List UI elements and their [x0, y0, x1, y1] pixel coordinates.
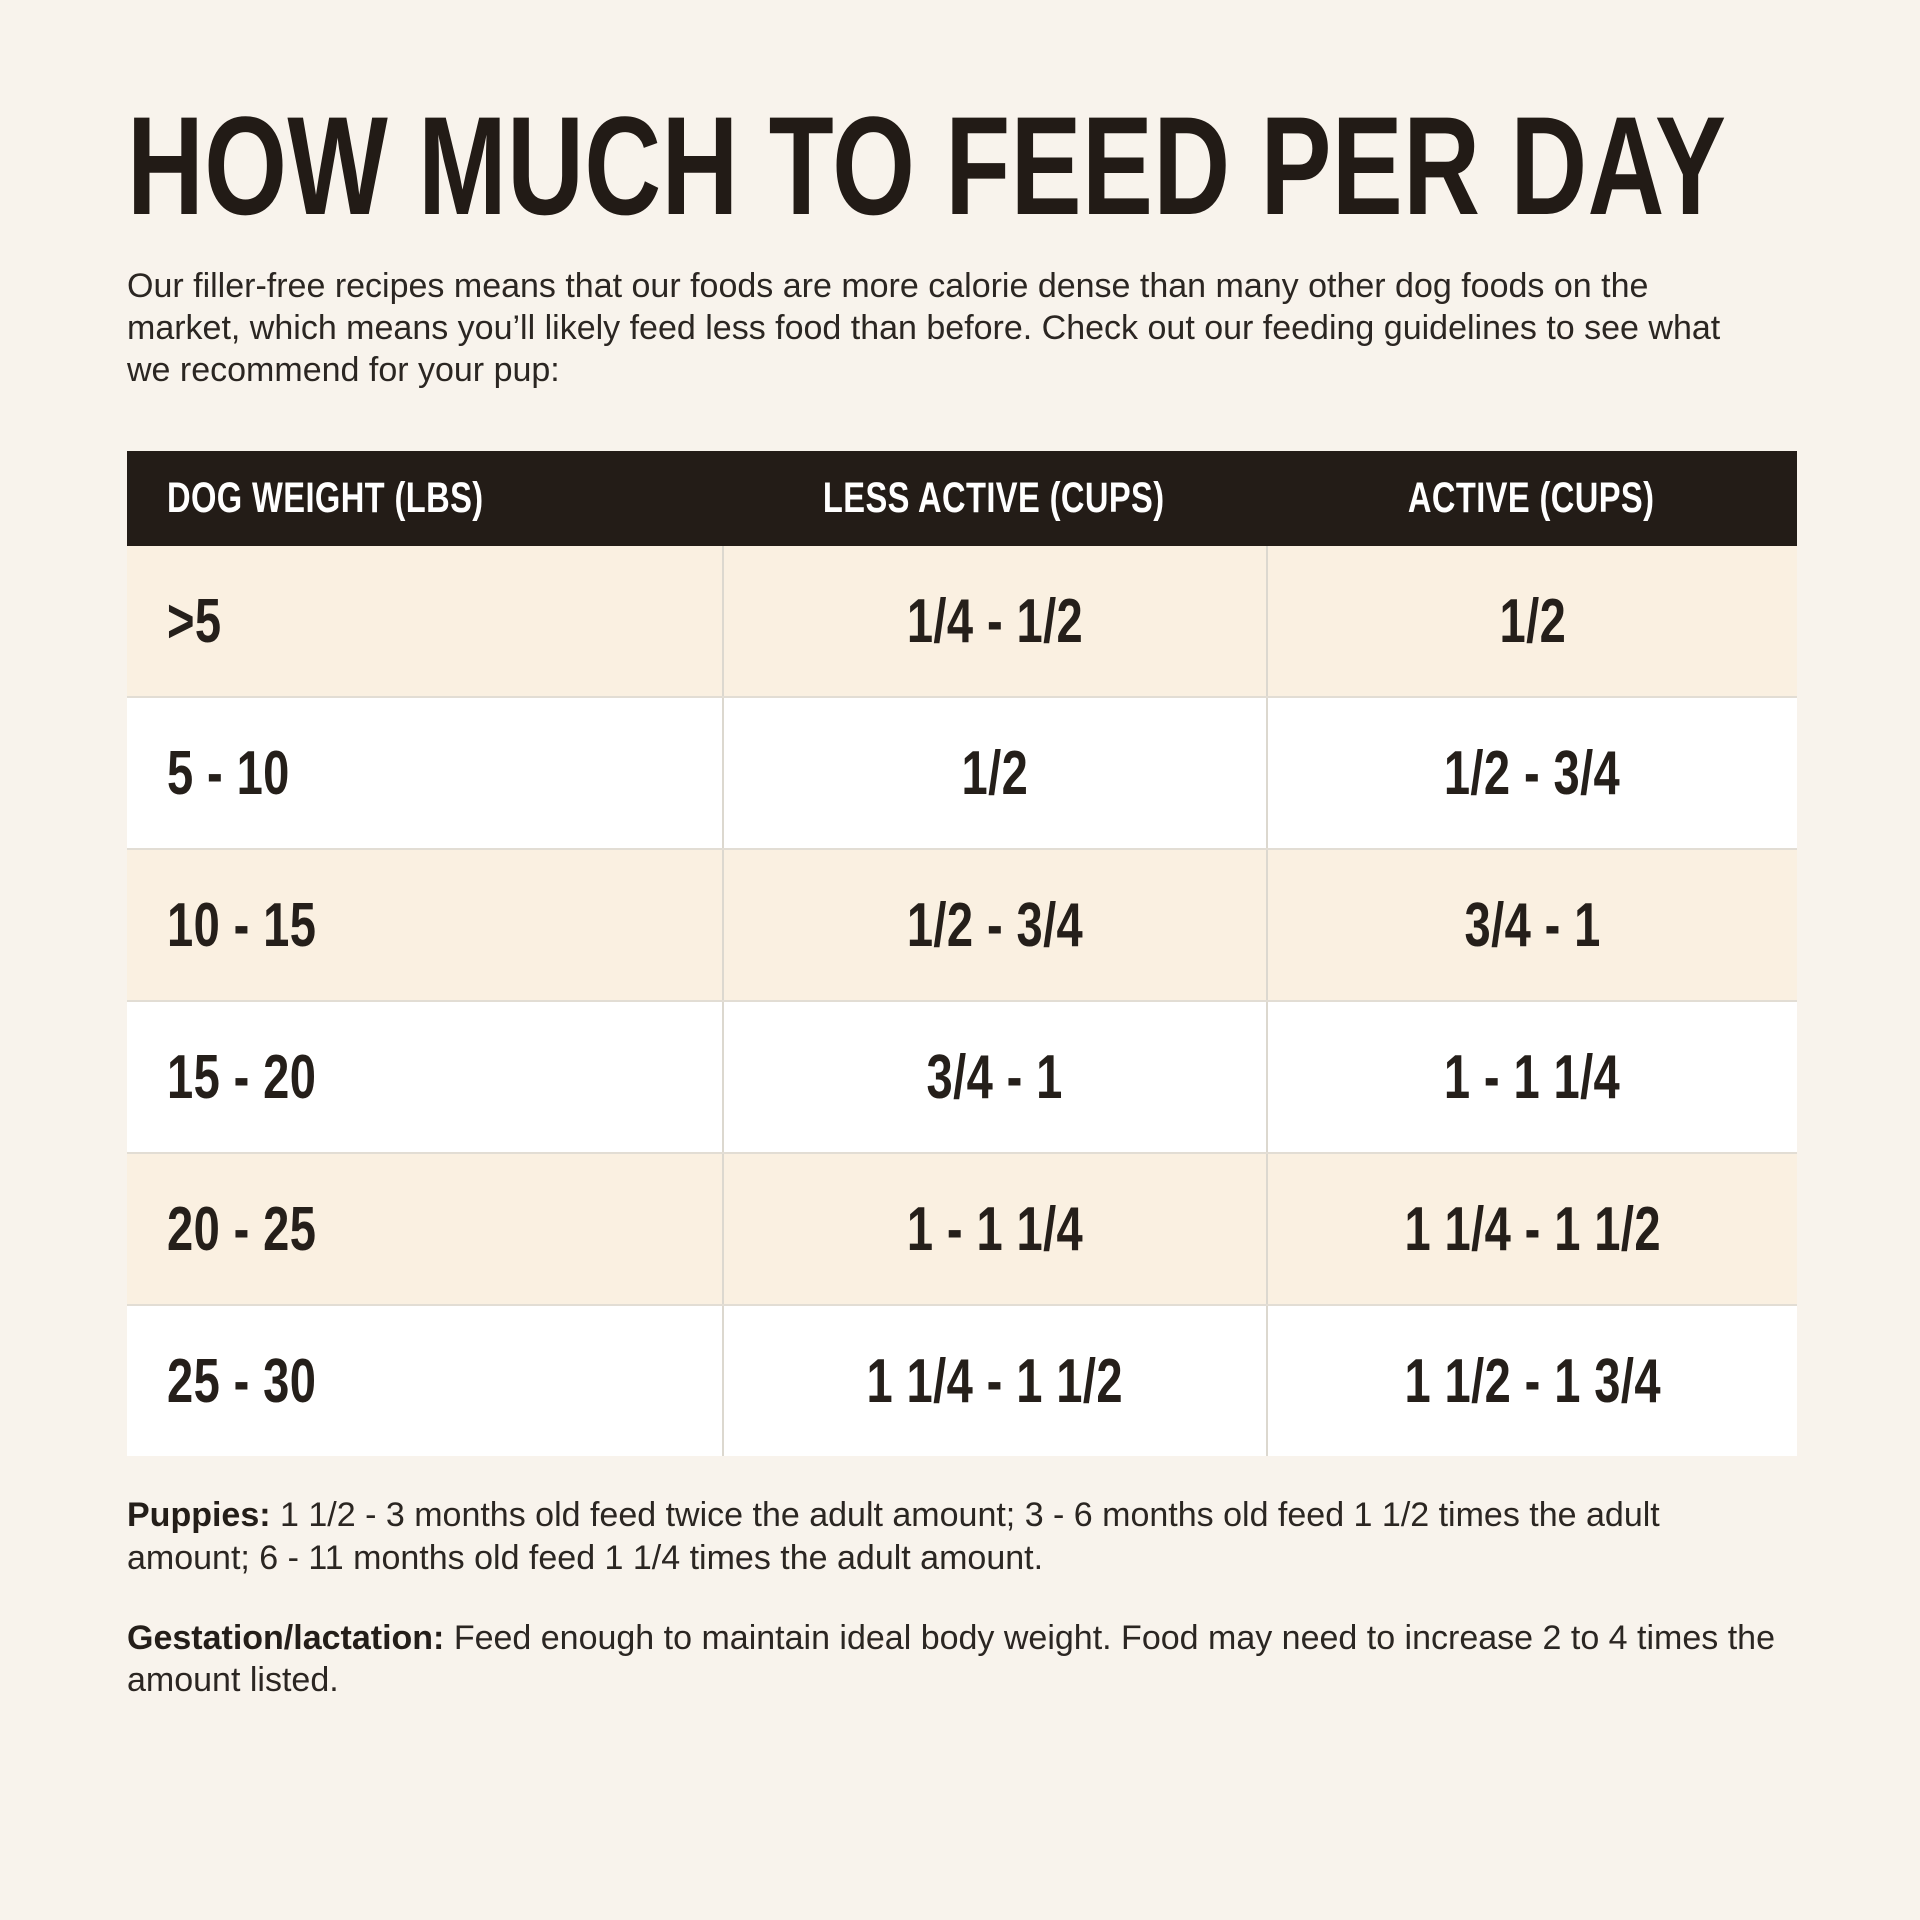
cell-active: 1 1/2 - 1 3/4	[1265, 1306, 1797, 1457]
feeding-table: DOG WEIGHT (LBS) LESS ACTIVE (CUPS) ACTI…	[127, 451, 1797, 1457]
cell-less-active: 1 1/4 - 1 1/2	[721, 1306, 1266, 1457]
cell-less-active: 1/2	[721, 698, 1266, 849]
cell-less-active: 1/2 - 3/4	[721, 850, 1266, 1001]
table-row: 5 - 10 1/2 1/2 - 3/4	[127, 696, 1797, 849]
gestation-note-label: Gestation/lactation:	[127, 1618, 445, 1657]
puppies-note: Puppies: 1 1/2 - 3 months old feed twice…	[127, 1494, 1787, 1578]
page-title-text: HOW MUCH TO FEED PER DAY	[127, 87, 1727, 244]
header-cell-less-active: LESS ACTIVE (CUPS)	[822, 474, 1165, 523]
cell-active: 1/2 - 3/4	[1265, 698, 1797, 849]
page-title: HOW MUCH TO FEED PER DAY	[127, 0, 1797, 236]
cell-dog-weight: 5 - 10	[167, 738, 290, 808]
table-row: 25 - 30 1 1/4 - 1 1/2 1 1/2 - 1 3/4	[127, 1304, 1797, 1457]
cell-less-active: 1/4 - 1/2	[721, 546, 1266, 697]
cell-active: 3/4 - 1	[1265, 850, 1797, 1001]
footnotes: Puppies: 1 1/2 - 3 months old feed twice…	[127, 1494, 1787, 1701]
table-row: 10 - 15 1/2 - 3/4 3/4 - 1	[127, 848, 1797, 1001]
header-cell-active: ACTIVE (CUPS)	[1408, 474, 1655, 523]
cell-less-active: 1 - 1 1/4	[721, 1154, 1266, 1305]
table-row: 20 - 25 1 - 1 1/4 1 1/4 - 1 1/2	[127, 1152, 1797, 1305]
cell-dog-weight: 20 - 25	[167, 1194, 317, 1264]
cell-less-active: 3/4 - 1	[721, 1002, 1266, 1153]
content-area: HOW MUCH TO FEED PER DAY Our filler-free…	[127, 0, 1797, 1701]
table-row: >5 1/4 - 1/2 1/2	[127, 546, 1797, 697]
cell-active: 1 1/4 - 1 1/2	[1265, 1154, 1797, 1305]
gestation-note-text: Feed enough to maintain ideal body weigh…	[127, 1618, 1775, 1699]
puppies-note-text: 1 1/2 - 3 months old feed twice the adul…	[127, 1496, 1660, 1577]
table-row: 15 - 20 3/4 - 1 1 - 1 1/4	[127, 1000, 1797, 1153]
puppies-note-label: Puppies:	[127, 1496, 271, 1535]
cell-dog-weight: 15 - 20	[167, 1042, 317, 1112]
cell-active: 1 - 1 1/4	[1265, 1002, 1797, 1153]
cell-dog-weight: 25 - 30	[167, 1346, 317, 1416]
gestation-note: Gestation/lactation: Feed enough to main…	[127, 1617, 1787, 1701]
table-header-row: DOG WEIGHT (LBS) LESS ACTIVE (CUPS) ACTI…	[127, 451, 1797, 547]
cell-active: 1/2	[1265, 546, 1797, 697]
cell-dog-weight: 10 - 15	[167, 890, 317, 960]
cell-dog-weight: >5	[167, 586, 222, 656]
header-cell-dog-weight: DOG WEIGHT (LBS)	[167, 474, 484, 523]
intro-paragraph: Our filler-free recipes means that our f…	[127, 267, 1721, 389]
